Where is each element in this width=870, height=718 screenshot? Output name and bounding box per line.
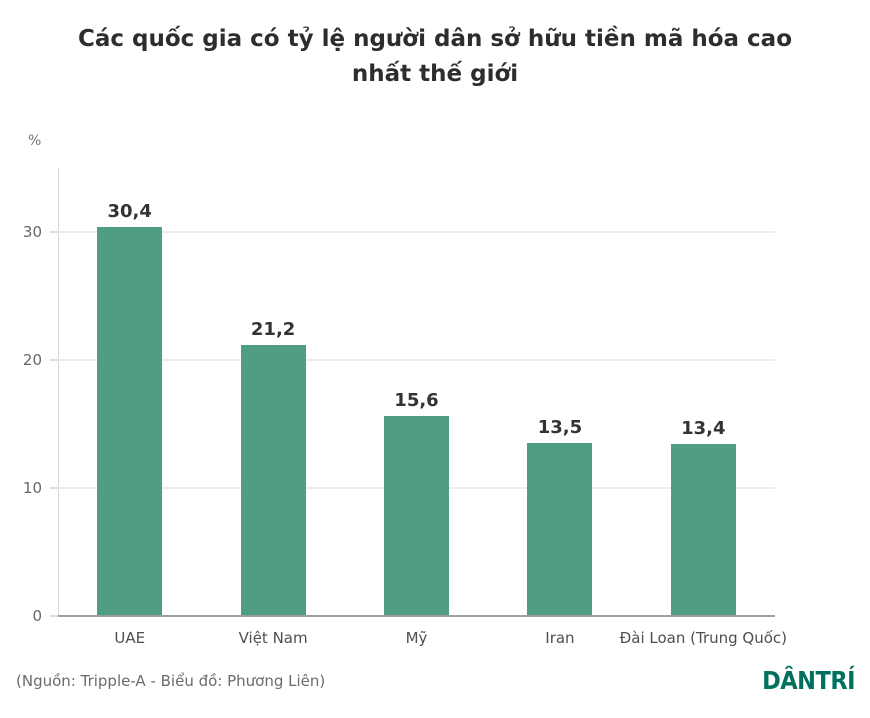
bar-group: 30,4 UAE	[58, 168, 201, 647]
bar	[240, 344, 306, 616]
y-tick-label: 0	[32, 607, 42, 625]
y-tick-label: 10	[22, 479, 42, 497]
x-axis-label: UAE	[114, 629, 146, 647]
y-tick-mark	[50, 359, 58, 361]
x-axis-baseline	[58, 615, 775, 617]
gridline	[58, 359, 775, 361]
bar-value-label: 15,6	[394, 390, 439, 412]
bar	[384, 416, 450, 616]
bar-group: 21,2 Việt Nam	[201, 168, 344, 647]
bar	[527, 443, 593, 616]
y-tick-mark	[50, 615, 58, 617]
x-axis-label: Iran	[545, 629, 575, 647]
bar-group: 13,5 Iran	[488, 168, 631, 647]
chart-footer: (Nguồn: Tripple-A - Biểu đồ: Phương Liên…	[16, 666, 855, 695]
bar-value-label: 21,2	[250, 318, 296, 340]
x-axis-label: Việt Nam	[238, 629, 308, 647]
x-axis-label: Mỹ	[405, 629, 428, 647]
bar-group: 13,4 Đài Loan (Trung Quốc)	[620, 168, 787, 647]
y-tick-label: 20	[22, 351, 42, 369]
chart-title-line-2: nhất thế giới	[351, 60, 519, 87]
gridline	[58, 231, 775, 233]
bar-value-label: 13,5	[537, 417, 583, 439]
y-tick-mark	[50, 487, 58, 489]
chart-title-line-1: Các quốc gia có tỷ lệ người dân sở hữu t…	[77, 26, 793, 52]
bar-value-label: 30,4	[107, 200, 152, 222]
x-axis-label: Đài Loan (Trung Quốc)	[619, 629, 788, 647]
y-axis-unit-label: %	[28, 133, 42, 149]
bar-value-label: 13,4	[681, 418, 726, 440]
chart-title: Các quốc gia có tỷ lệ người dân sở hữu t…	[25, 22, 845, 91]
bars: 30,4 UAE 21,2 Việt Nam 15,6 Mỹ 13,5 Iran 13,4 Đài…	[58, 168, 787, 647]
bar	[670, 444, 736, 616]
y-tick-label: 30	[22, 223, 42, 241]
y-tick-mark	[50, 231, 58, 233]
dantri-logo: DÂNTRÍ	[762, 666, 855, 695]
plot-area: 0 10 20 30 30,4 UAE 21,2 Việt Nam 15,6 Mỹ 13,5 Ira…	[23, 168, 787, 647]
source-note: (Nguồn: Tripple-A - Biểu đồ: Phương Liên…	[16, 671, 326, 690]
bar-group: 15,6 Mỹ	[345, 168, 488, 647]
y-axis-line	[58, 168, 59, 616]
bar	[97, 226, 163, 616]
